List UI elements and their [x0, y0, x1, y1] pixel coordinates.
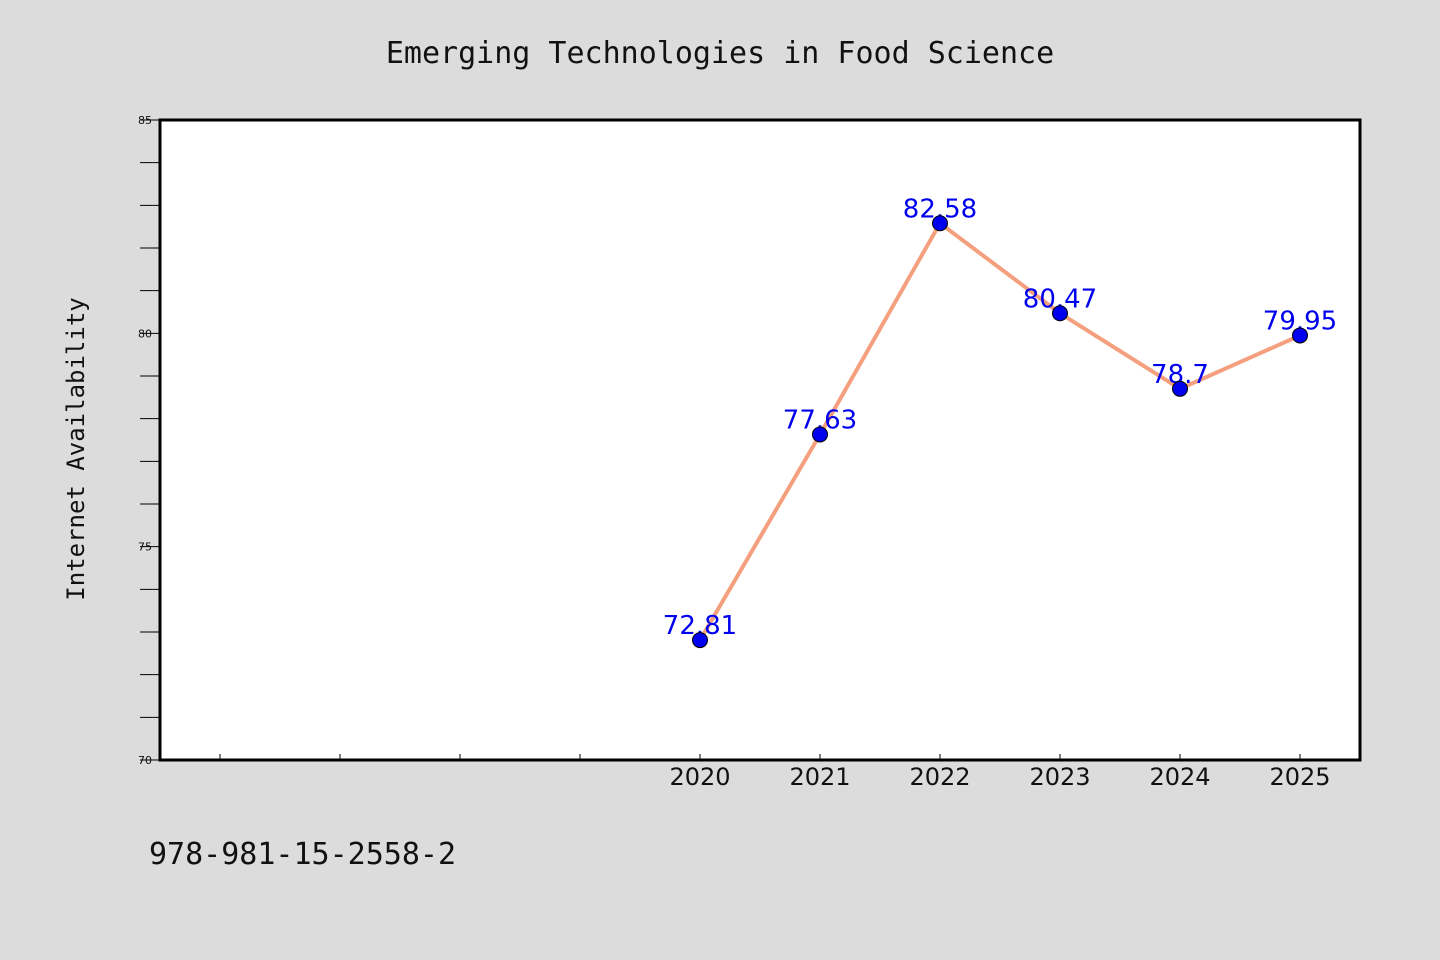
plot-area: [158, 118, 1362, 762]
y-axis-label: Internet Availability: [62, 297, 90, 600]
x-tick-label: 2024: [1149, 763, 1210, 791]
x-tick-label: 2020: [669, 763, 730, 791]
footer-isbn: 978-981-15-2558-2: [149, 837, 456, 872]
x-tick-label: 2023: [1029, 763, 1090, 791]
x-tick-label: 2022: [909, 763, 970, 791]
x-axis: 2020 2021 2022 2023 2024 2025: [219, 754, 1331, 791]
chart-title: Emerging Technologies in Food Science: [386, 36, 1054, 71]
x-tick-label: 2025: [1269, 763, 1330, 791]
series-line: [698, 221, 1302, 643]
y-tick-label: 75: [138, 541, 152, 554]
y-tick-label: 80: [138, 327, 152, 340]
data-point: [812, 426, 828, 443]
data-point: [1052, 305, 1068, 322]
data-point: [692, 632, 708, 649]
y-axis: 70 75 80 85: [138, 114, 160, 767]
data-point: [932, 215, 948, 232]
y-tick-label: 70: [138, 754, 152, 767]
data-point: [1292, 327, 1308, 344]
data-point: [1172, 380, 1188, 397]
x-tick-label: 2021: [789, 763, 850, 791]
y-tick-label: 85: [138, 114, 152, 127]
